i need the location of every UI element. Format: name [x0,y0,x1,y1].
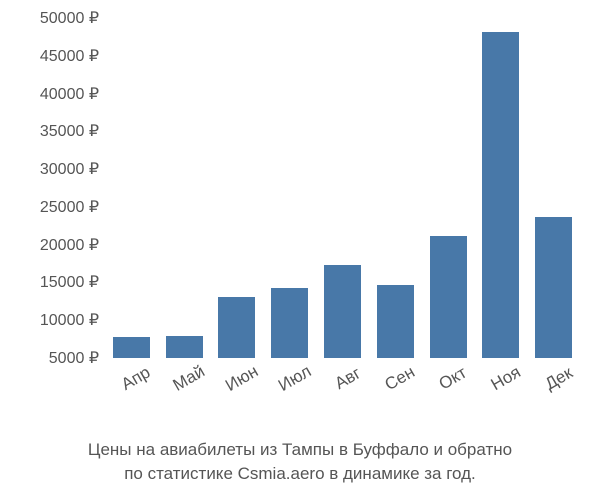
x-tick-label: Июн [222,361,262,396]
y-axis: 5000 ₽10000 ₽15000 ₽20000 ₽25000 ₽30000 … [15,18,105,358]
y-tick-label: 20000 ₽ [40,235,99,255]
y-tick-label: 10000 ₽ [40,310,99,330]
caption-line-2: по статистике Csmia.aero в динамике за г… [124,464,476,483]
bar [430,236,467,358]
caption-line-1: Цены на авиабилеты из Тампы в Буффало и … [88,440,512,459]
x-tick-label: Май [170,362,209,396]
bar [377,285,414,358]
bar [113,337,150,358]
bar [166,336,203,358]
y-tick-label: 45000 ₽ [40,46,99,66]
y-tick-label: 40000 ₽ [40,84,99,104]
chart-caption: Цены на авиабилеты из Тампы в Буффало и … [0,438,600,486]
x-tick-label: Апр [118,363,154,395]
y-tick-label: 15000 ₽ [40,272,99,292]
bar [271,288,308,358]
y-tick-label: 50000 ₽ [40,8,99,28]
bar [218,297,255,358]
x-tick-label: Дек [541,363,576,395]
x-tick-label: Окт [436,363,471,395]
x-tick-label: Сен [382,362,419,395]
bar [324,265,361,358]
y-tick-label: 30000 ₽ [40,159,99,179]
price-chart: 5000 ₽ 10000 ₽ 15000 ₽ 20000 ₽ 25000 ₽ 30000 … [0,0,600,500]
x-axis: Апр Май Июн Июл Авг Сен Окт Ноя Дек [105,358,580,418]
bars-container [105,18,580,358]
y-tick-label: 35000 ₽ [40,121,99,141]
y-tick-label: 25000 ₽ [40,197,99,217]
plot-area: 5000 ₽10000 ₽15000 ₽20000 ₽25000 ₽30000 … [105,18,580,358]
bar [535,217,572,358]
x-tick-label: Авг [331,363,364,394]
x-tick-label: Июл [275,361,315,396]
y-tick-label: 5000 ₽ [49,348,99,368]
bar [482,32,519,358]
x-tick-label: Ноя [487,362,524,395]
